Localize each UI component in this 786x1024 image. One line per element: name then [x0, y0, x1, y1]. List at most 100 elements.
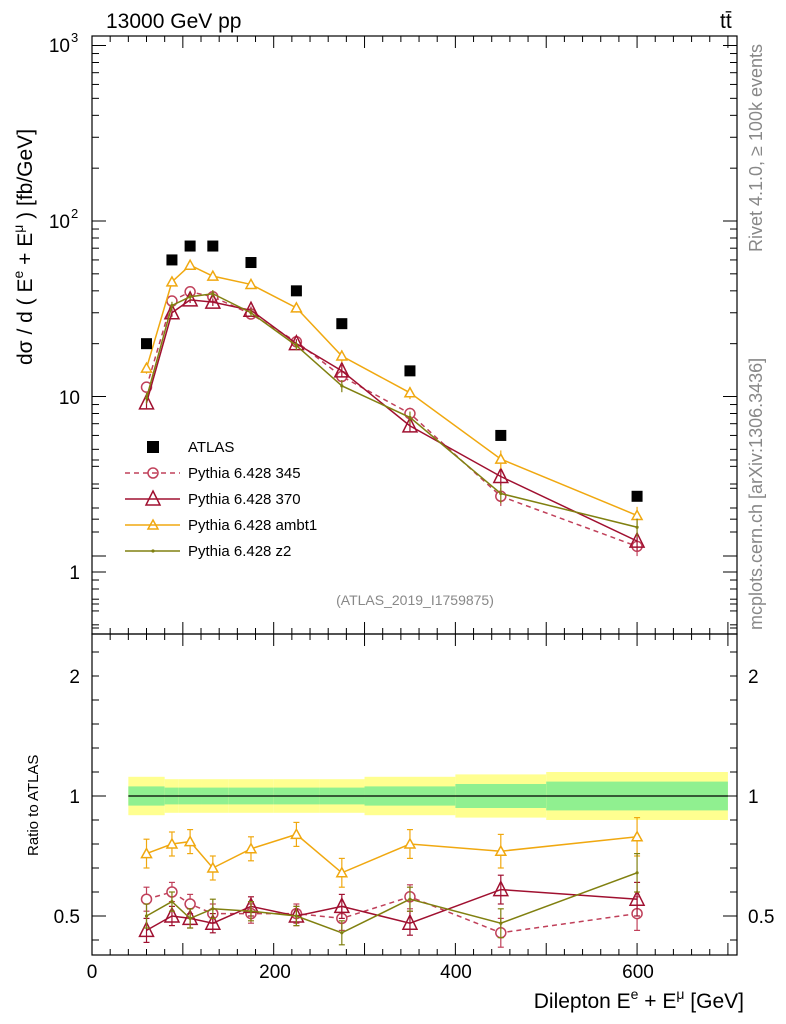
ratio-point-z2 — [249, 909, 253, 913]
atlas-data-point — [166, 254, 178, 266]
legend-ambt1-marker — [146, 518, 160, 530]
ratio-point-z2 — [294, 914, 299, 918]
atlas-data-point — [336, 318, 348, 330]
data-point-z2 — [635, 525, 639, 529]
data-point-370 — [333, 361, 351, 378]
data-point-ambt1 — [335, 349, 349, 361]
x-axis-label: Dilepton Ee + Eμ [GeV] — [534, 986, 744, 1013]
data-point-370 — [138, 393, 155, 410]
series-line-ambt1 — [145, 264, 638, 517]
y-axis-label: dσ / d ( Ee + Eμ ) [fb/GeV] — [10, 129, 37, 365]
x-tick-label-200: 200 — [259, 962, 291, 983]
y-label-mid: + E — [14, 233, 37, 271]
ratio-point-ambt1 — [335, 866, 349, 878]
data-point-ambt1 — [244, 277, 258, 290]
data-point-z2 — [211, 292, 215, 296]
data-point-370 — [401, 416, 419, 433]
ratio-point-370 — [204, 913, 222, 930]
x-tick-label-400: 400 — [440, 962, 472, 983]
ratio-point-ambt1 — [403, 837, 417, 849]
y-tick-label-1: 1 — [69, 563, 80, 584]
ratio-point-345 — [140, 893, 153, 905]
x-tick-label-600: 600 — [622, 962, 654, 983]
atlas-data-point — [141, 338, 153, 350]
ratio-point-ambt1 — [165, 837, 179, 849]
atlas-data-point — [495, 429, 507, 441]
ratio-point-370 — [492, 879, 510, 897]
legend-atlas-label: ATLAS — [188, 439, 234, 456]
ratio-point-370 — [333, 896, 351, 914]
ratio-y-axis-label: Ratio to ATLAS — [25, 755, 42, 856]
ratio-point-370 — [401, 913, 419, 930]
ratio-tick-label-2-right: 2 — [748, 667, 759, 688]
ratio-point-z2 — [211, 907, 215, 911]
data-point-370 — [163, 303, 181, 320]
ratio-point-z2 — [340, 931, 344, 935]
atlas-data-point — [245, 257, 257, 269]
ratio-plot-frame — [91, 633, 738, 956]
ratio-line-370 — [146, 888, 638, 932]
atlas-data-point — [290, 285, 302, 297]
process-label: tt̄ — [720, 10, 732, 33]
y-tick-label-100-exp: 2 — [71, 206, 78, 221]
legend-atlas-marker — [147, 441, 159, 453]
analysis-id: (ATLAS_2019_I1759875) — [336, 592, 494, 608]
ratio-point-z2 — [408, 897, 412, 901]
data-point-z2 — [340, 384, 344, 388]
atlas-data-point — [404, 365, 416, 377]
x-label-unit: [GeV] — [684, 990, 744, 1013]
ratio-line-345 — [146, 891, 638, 934]
atlas-data-point — [184, 240, 196, 252]
legend-z2-label: Pythia 6.428 z2 — [188, 543, 291, 560]
ratio-point-ambt1 — [290, 827, 303, 840]
series-line-345 — [145, 291, 638, 548]
data-point-z2 — [170, 303, 174, 308]
y-tick-label-1000-exp: 3 — [71, 30, 78, 45]
data-point-ambt1 — [403, 386, 417, 398]
ratio-point-z2 — [144, 914, 149, 918]
series-line-z2 — [145, 292, 638, 528]
x-tick-label-0: 0 — [87, 962, 98, 983]
series-line-370 — [145, 299, 638, 542]
data-point-z2 — [188, 295, 192, 299]
ratio-tick-label-2: 2 — [69, 667, 80, 688]
ratio-point-z2 — [499, 921, 503, 925]
ratio-point-z2 — [188, 916, 192, 921]
energy-label: 13000 GeV pp — [106, 10, 241, 33]
ratio-point-345 — [184, 898, 196, 910]
data-point-z2 — [499, 491, 503, 496]
y-tick-label-1000: 10 — [49, 36, 70, 57]
x-label-sup1: e — [631, 986, 639, 1002]
legend-370-marker — [144, 489, 162, 506]
rivet-label: Rivet 4.1.0, ≥ 100k events — [746, 44, 766, 252]
x-label-plus: + E — [638, 990, 676, 1013]
x-label-sup2: μ — [676, 986, 684, 1002]
ratio-tick-label-1: 1 — [69, 787, 80, 808]
ratio-point-ambt1 — [244, 842, 258, 854]
ratio-point-z2 — [635, 871, 639, 875]
data-point-z2 — [144, 396, 149, 400]
data-point-ambt1 — [290, 301, 303, 313]
y-tick-100-base: 10 — [49, 212, 70, 233]
y-tick-1000-base: 10 — [49, 36, 70, 57]
ratio-point-ambt1 — [140, 847, 153, 859]
ratio-point-ambt1 — [630, 830, 644, 842]
data-point-z2 — [249, 311, 253, 315]
ratio-point-z2 — [170, 900, 174, 904]
ratio-point-370 — [628, 889, 646, 906]
data-point-ambt1 — [165, 275, 179, 287]
ratio-point-370 — [163, 906, 181, 923]
data-point-ambt1 — [183, 258, 197, 270]
y-tick-label-100: 10 — [49, 212, 70, 233]
data-point-ambt1 — [494, 452, 508, 464]
data-point-ambt1 — [206, 269, 220, 281]
ratio-tick-label-05-right: 0.5 — [748, 907, 774, 928]
ratio-point-ambt1 — [183, 835, 197, 847]
data-point-ambt1 — [630, 508, 644, 521]
y-label-post: ) [fb/GeV] — [14, 129, 37, 225]
y-label-pre: dσ / d ( E — [14, 279, 37, 366]
ratio-point-ambt1 — [494, 844, 508, 856]
legend-ambt1-label: Pythia 6.428 ambt1 — [188, 517, 317, 534]
data-point-z2 — [294, 343, 299, 348]
atlas-data-point — [207, 240, 219, 252]
